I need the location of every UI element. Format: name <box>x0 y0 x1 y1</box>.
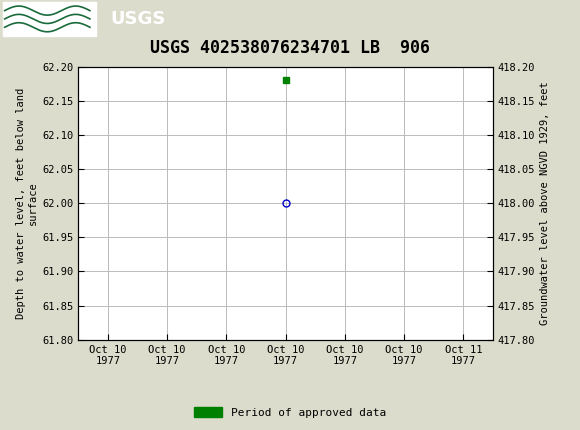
Text: USGS: USGS <box>110 10 165 28</box>
Legend: Period of approved data: Period of approved data <box>190 403 390 422</box>
Bar <box>3 2 96 36</box>
Y-axis label: Groundwater level above NGVD 1929, feet: Groundwater level above NGVD 1929, feet <box>539 81 549 325</box>
Y-axis label: Depth to water level, feet below land
surface: Depth to water level, feet below land su… <box>16 88 38 319</box>
Text: USGS 402538076234701 LB  906: USGS 402538076234701 LB 906 <box>150 39 430 57</box>
